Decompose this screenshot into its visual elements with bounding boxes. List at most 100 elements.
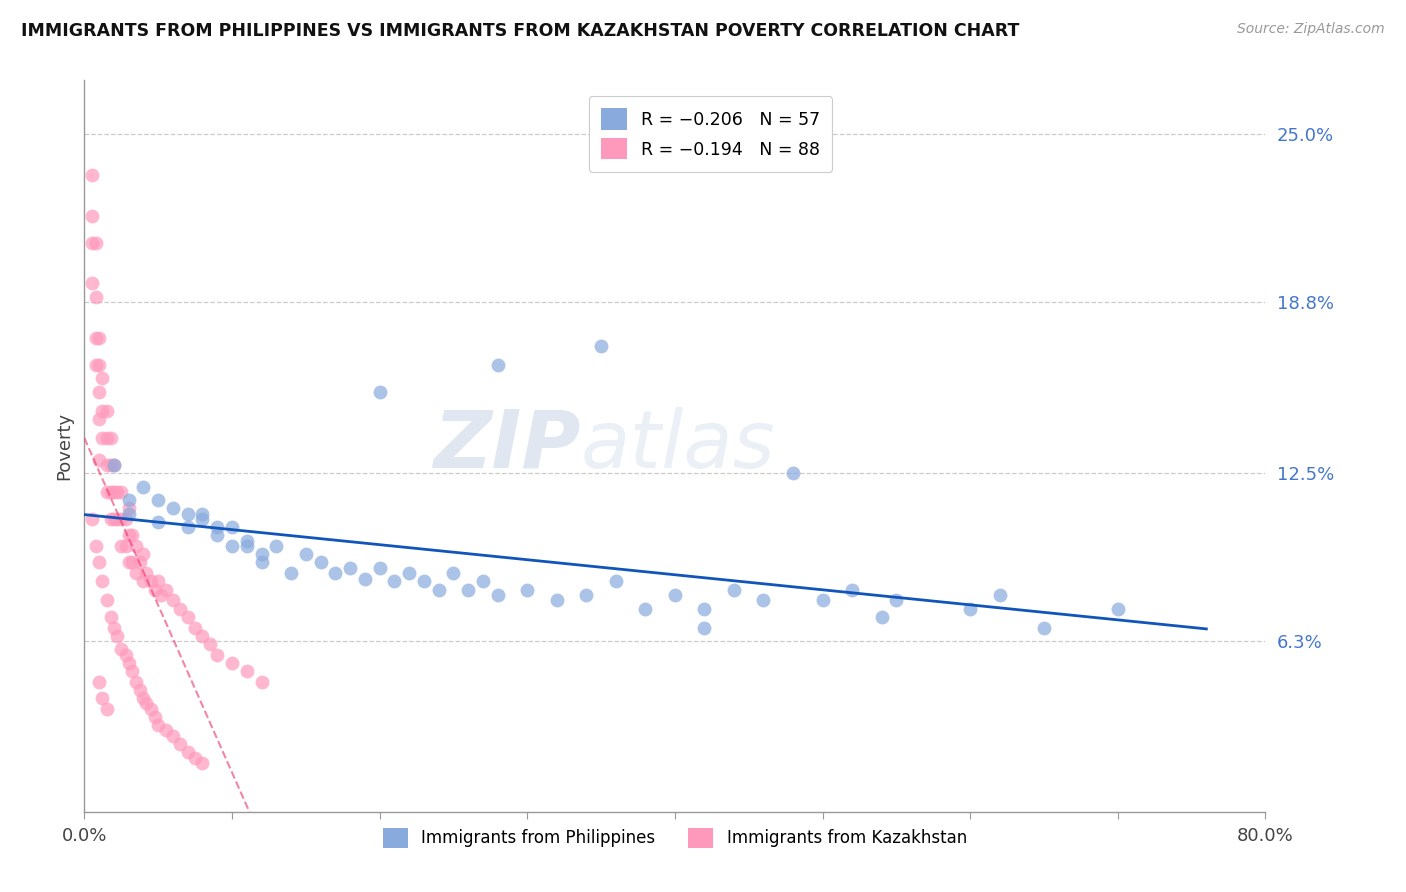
Point (250, 547, 273, 561)
Point (91, 404, 114, 418)
Point (325, 566, 347, 581)
Point (148, 515, 170, 529)
Point (114, 648, 136, 662)
Point (114, 512, 136, 526)
Point (103, 620, 125, 634)
Point (162, 729, 184, 743)
Point (114, 539, 136, 553)
Point (91, 371, 114, 385)
Point (84, 539, 107, 553)
Point (1033, 620, 1056, 634)
Point (100, 485, 122, 500)
Point (110, 485, 132, 500)
Point (84, 331, 107, 345)
Point (988, 588, 1011, 602)
Point (169, 601, 191, 615)
Point (118, 507, 141, 521)
Point (80, 512, 103, 526)
Point (177, 520, 200, 534)
Point (80, 235, 103, 250)
Point (143, 710, 166, 724)
Point (132, 480, 155, 494)
Point (575, 588, 598, 602)
Point (723, 582, 745, 597)
Point (87, 556, 111, 570)
Point (368, 384, 391, 399)
Point (546, 593, 568, 607)
Point (221, 539, 243, 553)
Point (84, 358, 107, 372)
Point (191, 507, 214, 521)
Point (129, 682, 152, 697)
Point (782, 466, 804, 480)
Point (236, 533, 259, 548)
Point (841, 582, 863, 597)
Point (96, 431, 118, 445)
Point (457, 582, 479, 597)
Point (84, 235, 107, 250)
Point (103, 485, 125, 500)
Point (280, 566, 302, 581)
Point (100, 458, 122, 472)
Point (155, 723, 177, 738)
Point (105, 485, 128, 500)
Point (118, 493, 141, 508)
Point (413, 574, 436, 589)
Point (96, 485, 118, 500)
Point (96, 458, 118, 472)
Point (162, 593, 184, 607)
Point (100, 431, 122, 445)
Text: atlas: atlas (581, 407, 775, 485)
Point (472, 574, 495, 589)
Point (87, 358, 111, 372)
Point (121, 556, 143, 570)
Text: ZIP: ZIP (433, 407, 581, 485)
Point (87, 674, 111, 689)
Point (236, 664, 259, 678)
Point (1107, 601, 1129, 615)
Point (368, 561, 391, 575)
Point (121, 664, 143, 678)
Point (250, 556, 273, 570)
Point (870, 609, 893, 624)
Point (129, 556, 152, 570)
Legend: Immigrants from Philippines, Immigrants from Kazakhstan: Immigrants from Philippines, Immigrants … (375, 821, 974, 855)
Point (221, 520, 243, 534)
Point (309, 556, 332, 570)
Point (886, 593, 908, 607)
Point (177, 507, 200, 521)
Point (382, 574, 406, 589)
Point (664, 588, 686, 602)
Point (295, 547, 318, 561)
Point (811, 593, 834, 607)
Point (139, 574, 162, 589)
Text: IMMIGRANTS FROM PHILIPPINES VS IMMIGRANTS FROM KAZAKHSTAN POVERTY CORRELATION CH: IMMIGRANTS FROM PHILIPPINES VS IMMIGRANT… (21, 22, 1019, 40)
Point (177, 745, 200, 759)
Point (96, 593, 118, 607)
Point (80, 277, 103, 291)
Point (148, 574, 170, 589)
Point (91, 431, 114, 445)
Point (443, 566, 465, 581)
Point (110, 539, 132, 553)
Point (118, 656, 141, 670)
Point (87, 331, 111, 345)
Point (84, 290, 107, 304)
Point (148, 493, 170, 508)
Point (959, 601, 981, 615)
Point (207, 648, 229, 662)
Point (125, 566, 148, 581)
Point (177, 609, 200, 624)
Point (169, 737, 191, 751)
Point (184, 620, 207, 634)
Point (118, 528, 141, 542)
Point (191, 512, 214, 526)
Point (250, 674, 273, 689)
Point (150, 588, 173, 602)
Y-axis label: Poverty: Poverty (55, 412, 73, 480)
Point (591, 339, 613, 353)
Point (135, 697, 157, 711)
Point (103, 458, 125, 472)
Point (693, 601, 716, 615)
Point (91, 574, 114, 589)
